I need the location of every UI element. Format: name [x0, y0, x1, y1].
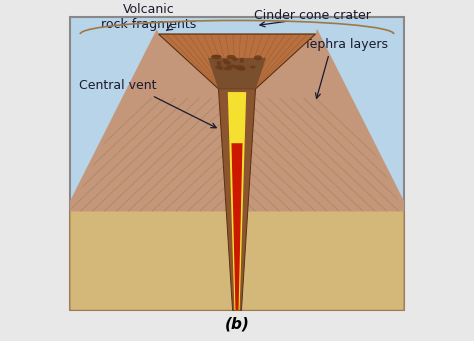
Ellipse shape: [227, 55, 236, 59]
Ellipse shape: [227, 64, 237, 68]
Ellipse shape: [239, 66, 246, 70]
Ellipse shape: [222, 59, 228, 63]
Polygon shape: [70, 29, 404, 211]
Text: (b): (b): [225, 316, 249, 331]
Polygon shape: [159, 34, 315, 89]
Ellipse shape: [250, 65, 255, 69]
Text: Central vent: Central vent: [79, 79, 156, 92]
Ellipse shape: [219, 65, 223, 70]
Ellipse shape: [224, 60, 229, 65]
Polygon shape: [70, 210, 404, 213]
Ellipse shape: [212, 55, 221, 58]
Ellipse shape: [217, 61, 221, 65]
Polygon shape: [208, 58, 266, 89]
Ellipse shape: [237, 68, 246, 71]
Polygon shape: [228, 92, 246, 310]
Text: Cinder cone crater: Cinder cone crater: [254, 9, 371, 22]
Text: Volcanic
rock fragments: Volcanic rock fragments: [100, 3, 196, 31]
Ellipse shape: [240, 58, 244, 63]
Polygon shape: [231, 143, 243, 310]
Polygon shape: [70, 211, 404, 310]
Polygon shape: [70, 34, 404, 310]
Ellipse shape: [215, 65, 219, 69]
Ellipse shape: [224, 61, 231, 64]
Ellipse shape: [232, 57, 237, 61]
Polygon shape: [218, 85, 256, 310]
Ellipse shape: [254, 55, 262, 60]
Ellipse shape: [223, 67, 232, 70]
Text: Tephra layers: Tephra layers: [304, 38, 388, 51]
Ellipse shape: [211, 55, 221, 59]
Bar: [70, 17, 404, 310]
Ellipse shape: [234, 65, 245, 70]
Polygon shape: [70, 211, 404, 222]
